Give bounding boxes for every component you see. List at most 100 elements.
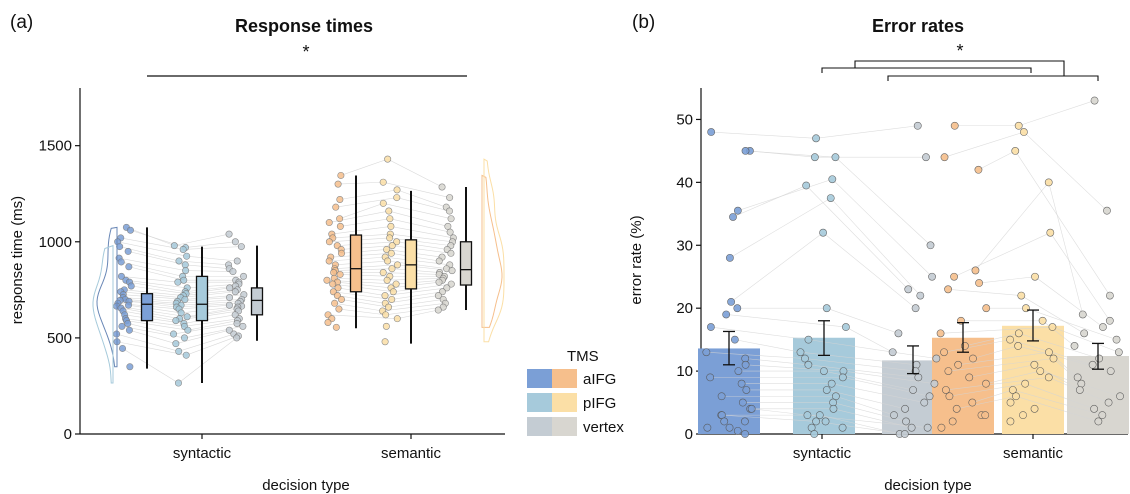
panel-b-point-syntactic-vertex <box>900 430 909 438</box>
panel-a-violin-semantic-aifg <box>481 174 503 328</box>
panel-b-point-semantic-aifg <box>969 354 977 363</box>
panel-b-point-syntactic-pifg <box>812 417 820 426</box>
legend: TMS aIFG pIFG vertex <box>527 348 624 436</box>
panel-a-point-semantic-pifg <box>393 238 401 246</box>
panel-b-point-semantic-pifg <box>1006 398 1015 407</box>
panel-b-point-semantic-vertex <box>1073 373 1082 382</box>
panel-b-point-semantic-pifg <box>1031 272 1039 281</box>
panel-b-point-semantic-aifg <box>948 417 957 426</box>
panel-a-point-syntactic-pifg <box>174 278 182 286</box>
legend-label-aifg: aIFG <box>583 371 616 388</box>
panel-a-point-semantic-vertex <box>444 222 452 230</box>
panel-a-point-syntactic-aifg <box>127 282 135 290</box>
panel-b-point-syntactic-vertex <box>913 121 922 130</box>
panel-a-point-semantic-vertex <box>447 215 455 223</box>
panel-b-point-syntactic-aifg <box>726 253 734 262</box>
panel-b-point-semantic-pifg <box>1017 291 1026 300</box>
panel-a-box-syntactic-pifg <box>195 275 209 322</box>
panel-b-ytick-label: 10 <box>676 363 693 380</box>
panel-b-point-semantic-vertex <box>1080 329 1089 338</box>
panel-a-point-syntactic-pifg <box>170 330 178 338</box>
panel-a-point-semantic-vertex <box>447 249 455 257</box>
panel-b-point-syntactic-aifg <box>702 348 711 357</box>
panel-a-point-semantic-vertex <box>447 280 455 288</box>
panel-b-point-syntactic-aifg <box>703 423 712 432</box>
panel-a-point-semantic-vertex <box>434 292 442 300</box>
panel-b-point-syntactic-aifg <box>722 310 731 319</box>
panel-b-point-semantic-vertex <box>1077 379 1086 388</box>
panel-a-point-semantic-pifg <box>386 234 394 242</box>
panel-a-point-syntactic-pifg <box>177 309 185 317</box>
panel-b-point-semantic-pifg <box>1019 411 1027 420</box>
panel-b-point-syntactic-aifg <box>717 392 726 401</box>
panel-b-point-syntactic-vertex <box>930 379 939 388</box>
panel-b-point-syntactic-vertex <box>888 348 897 357</box>
panel-b-point-semantic-aifg <box>942 386 950 394</box>
panel-b-point-syntactic-vertex <box>911 304 920 313</box>
panel-b-point-semantic-vertex <box>1114 348 1123 357</box>
panel-a-point-semantic-aifg <box>337 171 345 179</box>
panel-a-point-semantic-aifg <box>335 305 343 313</box>
panel-b-point-semantic-aifg <box>982 304 991 313</box>
panel-a-point-semantic-aifg <box>336 270 344 278</box>
panel-b-point-semantic-pifg <box>1036 367 1045 375</box>
legend-swatch-aifg-syntactic <box>527 369 552 388</box>
panel-a-point-syntactic-aifg <box>117 258 125 266</box>
panel-a-point-semantic-pifg <box>383 245 391 253</box>
panel-b-point-semantic-aifg <box>940 348 948 357</box>
panel-b-point-semantic-aifg <box>981 411 990 420</box>
panel-a-box-syntactic-vertex <box>250 287 264 316</box>
panel-a-xtick-label: syntactic <box>173 445 232 462</box>
legend-title: TMS <box>567 348 599 365</box>
panel-a-point-semantic-pifg <box>385 207 393 215</box>
panel-b-bar-semantic-pifg <box>1002 325 1064 434</box>
panel-a-point-syntactic-vertex <box>240 272 248 280</box>
panel-a-point-syntactic-aifg <box>125 326 133 334</box>
panel-b-point-semantic-aifg <box>940 153 949 162</box>
panel-a-point-syntactic-vertex <box>233 334 241 342</box>
panel-b-point-semantic-vertex <box>1070 342 1079 350</box>
response-times-plot: 0 500 1000 1500 syntactic semantic <box>39 88 505 462</box>
panel-a-point-syntactic-pifg <box>175 347 183 355</box>
panel-b-point-syntactic-aifg <box>729 213 737 221</box>
panel-b-point-semantic-pifg <box>1044 178 1053 187</box>
panel-b-point-semantic-aifg <box>945 392 954 401</box>
panel-a-point-semantic-pifg <box>393 261 401 269</box>
panel-a-point-semantic-vertex <box>446 194 454 202</box>
panel-a-point-semantic-pifg <box>383 276 391 284</box>
panel-b-point-semantic-aifg <box>950 121 959 130</box>
panel-b-point-semantic-aifg <box>965 373 974 382</box>
panel-b-point-semantic-pifg <box>1045 348 1053 357</box>
panel-a-point-semantic-aifg <box>336 215 344 223</box>
panel-b-significance: * <box>956 41 963 61</box>
panel-a-point-syntactic-pifg <box>182 267 190 275</box>
panel-b-point-semantic-aifg <box>982 379 990 388</box>
panel-a-point-semantic-aifg <box>331 299 339 307</box>
panel-a-point-semantic-aifg <box>338 249 346 257</box>
panel-b-point-syntactic-aifg <box>741 360 750 369</box>
panel-b-point-semantic-pifg <box>1014 329 1023 338</box>
panel-a-point-semantic-pifg <box>382 311 390 319</box>
panel-b-xtick-label: syntactic <box>793 445 852 462</box>
panel-b-subject-line <box>737 178 933 277</box>
panel-b-bracket-outer <box>854 60 1065 76</box>
panel-a-point-syntactic-pifg <box>183 313 191 321</box>
panel-a-point-syntactic-aifg <box>126 226 134 234</box>
panel-b-point-syntactic-pifg <box>828 175 837 184</box>
panel-a-point-semantic-pifg <box>384 155 392 163</box>
panel-b-point-syntactic-pifg <box>829 404 838 413</box>
panel-b-point-semantic-pifg <box>1038 316 1047 325</box>
panel-b-title: Error rates <box>872 16 964 36</box>
panel-a-point-semantic-aifg <box>332 203 340 211</box>
panel-b-point-syntactic-aifg <box>733 206 742 215</box>
panel-a-point-syntactic-vertex <box>226 294 234 302</box>
panel-b-point-semantic-aifg <box>944 367 953 375</box>
panel-a-point-syntactic-aifg <box>124 247 132 255</box>
panel-a-point-semantic-aifg <box>332 323 340 331</box>
panel-b-subject-line <box>732 185 909 290</box>
panel-b-bracket-vertex <box>887 75 1099 81</box>
panel-b-point-syntactic-pifg <box>810 153 819 162</box>
panel-b-point-semantic-pifg <box>1048 323 1057 331</box>
panel-a-point-semantic-pifg <box>379 199 387 207</box>
panel-a-point-semantic-aifg <box>336 195 344 203</box>
